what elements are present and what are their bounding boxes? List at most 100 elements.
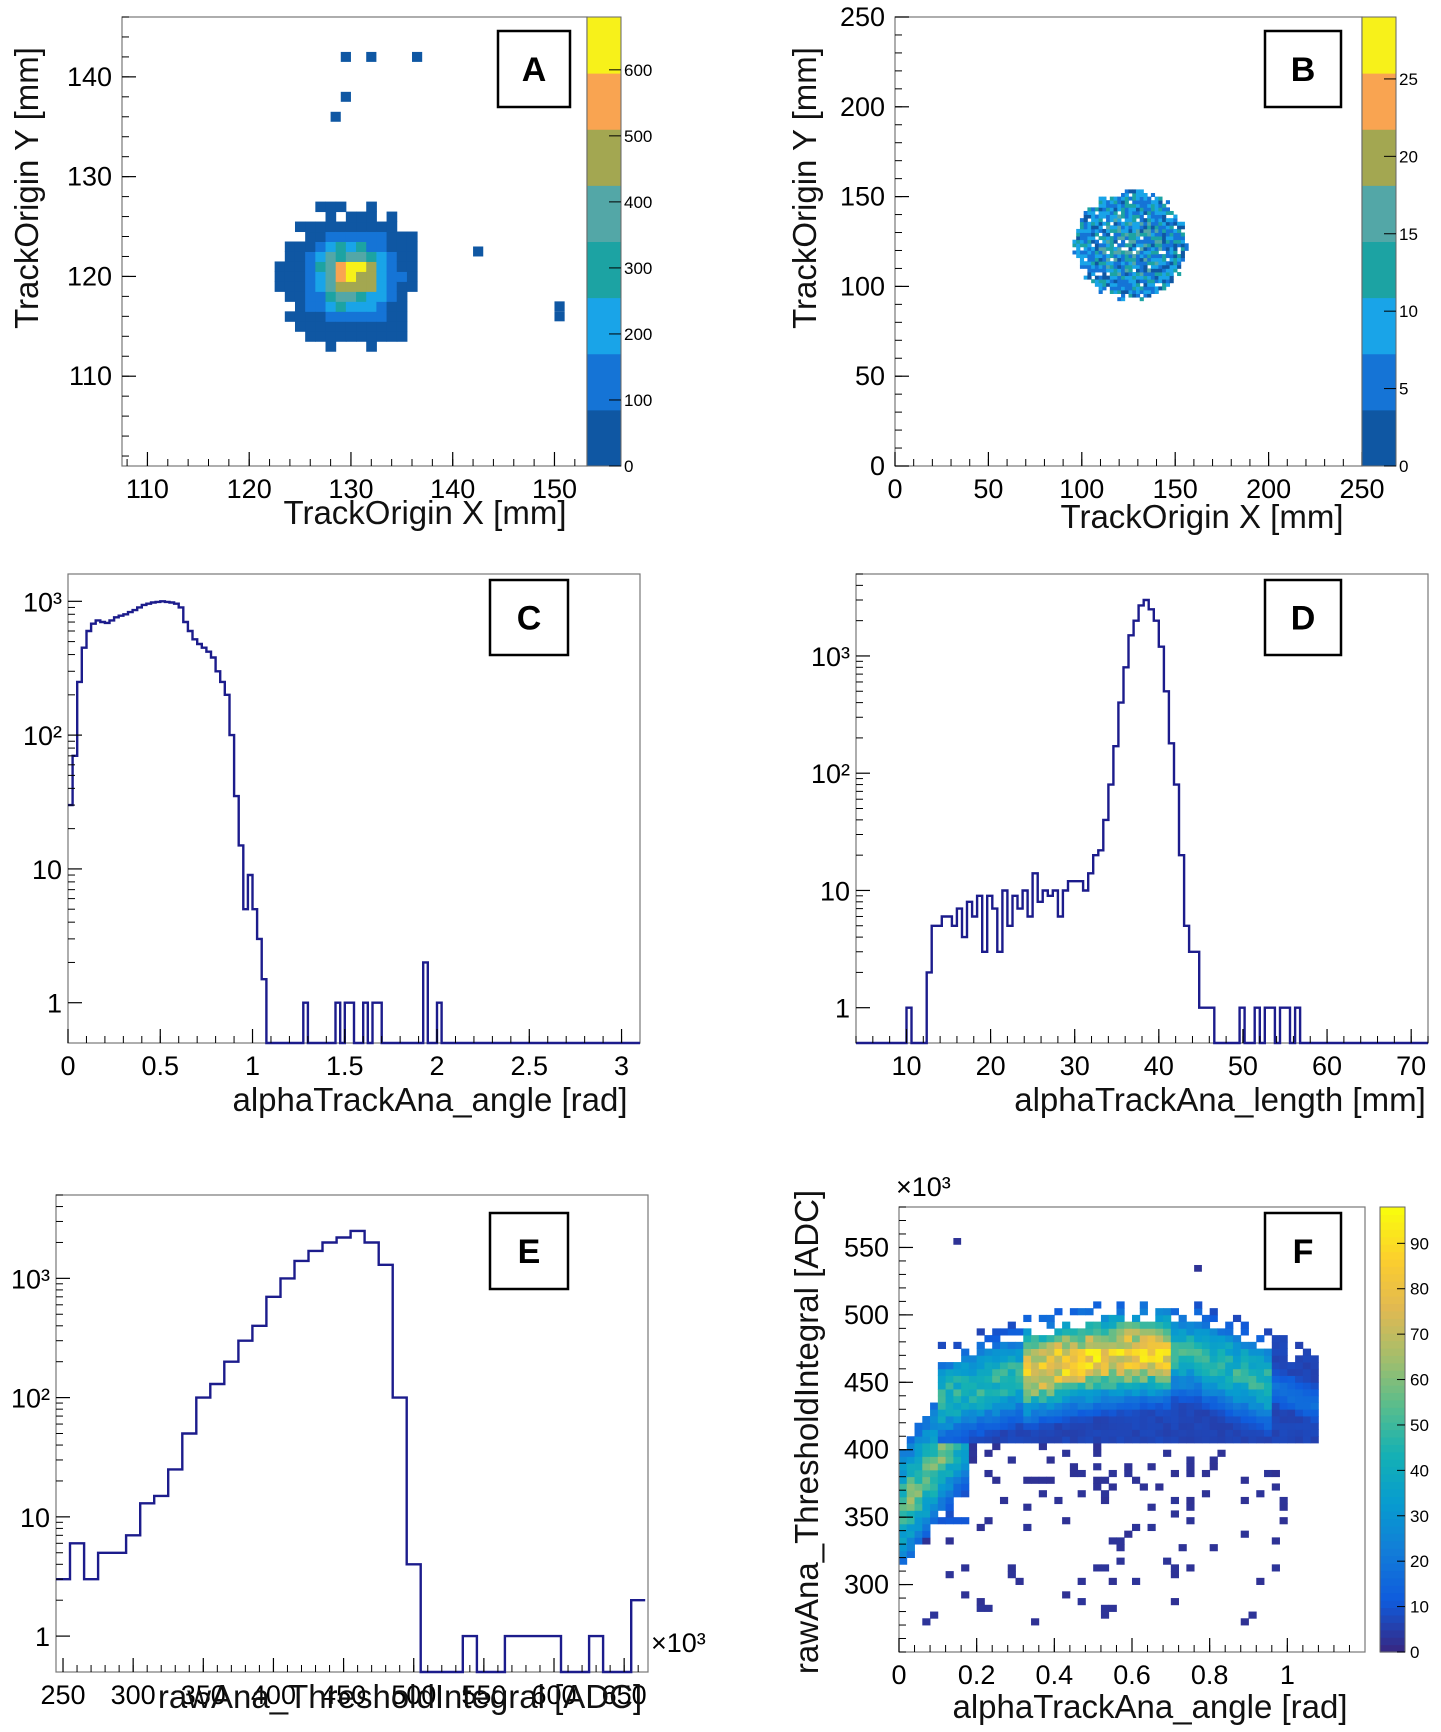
heatmap-cell (1124, 1409, 1133, 1417)
heatmap-cell (1248, 1355, 1257, 1363)
heatmap-cell (953, 1517, 962, 1525)
heatmap-cell (1139, 1375, 1148, 1383)
heatmap-cell (1108, 1328, 1117, 1336)
heatmap-cell (914, 1436, 923, 1444)
heatmap-cell (1271, 1429, 1280, 1437)
heatmap-cell (1147, 243, 1152, 248)
heatmap-cell (1085, 1422, 1094, 1430)
heatmap-cell (1062, 1416, 1071, 1424)
histogram-line (68, 600, 640, 1045)
heatmap-cell (335, 271, 347, 282)
heatmap-cell (1031, 1476, 1040, 1484)
heatmap-cell (1170, 1571, 1179, 1579)
heatmap-cell (1135, 293, 1141, 298)
heatmap-cell (1031, 1436, 1040, 1444)
heatmap-cell (1154, 264, 1159, 269)
heatmap-cell (1015, 1375, 1024, 1383)
heatmap-cell (1170, 1368, 1179, 1376)
heatmap-cell (1100, 1436, 1110, 1444)
panel-B: 0 50 100 150 200 2500501001502002500510152025… (786, 2, 1418, 535)
heatmap-cell (899, 1469, 908, 1478)
heatmap-cell (1069, 1422, 1079, 1430)
heatmap-cell (1162, 225, 1167, 230)
heatmap-cell (366, 311, 377, 322)
heatmap-cell (1116, 1368, 1125, 1376)
heatmap-cell (1256, 1402, 1265, 1410)
heatmap-cell (1163, 1429, 1172, 1437)
heatmap-cell (1109, 282, 1114, 287)
heatmap-cell (1248, 1402, 1257, 1410)
heatmap-cell (1023, 1314, 1032, 1323)
heatmap-cell (1108, 1395, 1117, 1403)
heatmap-cell (1015, 1577, 1024, 1585)
heatmap-cell (976, 1402, 985, 1410)
heatmap-cell (1135, 264, 1141, 269)
heatmap-cell (1098, 203, 1103, 208)
heatmap-cell (1046, 1456, 1055, 1464)
heatmap-cell (1186, 1469, 1195, 1478)
heatmap-cell (1169, 225, 1174, 230)
heatmap-cell (1062, 1429, 1071, 1437)
heatmap-cell (1117, 243, 1122, 248)
heatmap-cell (1116, 1416, 1125, 1424)
heatmap-cell (1109, 275, 1114, 280)
heatmap-cell (1094, 261, 1100, 266)
heatmap-cell (1143, 218, 1148, 223)
heatmap-cell (914, 1449, 923, 1457)
heatmap-cell (1113, 218, 1118, 223)
heatmap-cell (1046, 1375, 1055, 1383)
heatmap-cell (1132, 1341, 1141, 1349)
heatmap-cell (1147, 1416, 1156, 1424)
heatmap-cell (1194, 1321, 1203, 1329)
heatmap-cell (1069, 1375, 1079, 1383)
heatmap-cell (1113, 272, 1118, 277)
heatmap-cell (1038, 1362, 1047, 1370)
heatmap-cell (345, 291, 357, 302)
heatmap-cell (274, 261, 286, 272)
heatmap-cell (1173, 232, 1178, 237)
heatmap-cell (1154, 250, 1159, 255)
heatmap-cell (930, 1463, 939, 1471)
heatmap-cell (1113, 264, 1118, 269)
heatmap-cell (914, 1456, 923, 1464)
heatmap-cell (1155, 1348, 1164, 1356)
heatmap-cell (1117, 225, 1122, 230)
heatmap-cell (922, 1449, 931, 1457)
heatmap-cell (1132, 243, 1137, 248)
heatmap-cell (1015, 1395, 1024, 1403)
heatmap-cell (1209, 1382, 1218, 1390)
heatmap-cell (396, 291, 408, 302)
heatmap-cell (406, 261, 418, 272)
heatmap-cell (1124, 1341, 1133, 1349)
heatmap-cell (1186, 1389, 1195, 1397)
heatmap-cell (945, 1503, 954, 1511)
x-tick-label: 500 (391, 1680, 436, 1710)
heatmap-cell (366, 241, 377, 252)
heatmap-cell (1098, 254, 1103, 259)
colorbar-segment (1380, 1511, 1405, 1520)
heatmap-cell (1093, 1341, 1102, 1349)
x-tick-label: 2.5 (511, 1051, 549, 1081)
heatmap-cell (1128, 282, 1133, 287)
heatmap-cell (1007, 1436, 1016, 1444)
heatmap-cell (906, 1436, 915, 1444)
heatmap-cell (1124, 210, 1129, 215)
heatmap-cell (1046, 1348, 1055, 1356)
heatmap-cell (1201, 1328, 1211, 1336)
x-tick-label: 450 (321, 1680, 366, 1710)
heatmap-cell (396, 331, 408, 342)
heatmap-cell (1124, 261, 1129, 266)
heatmap-cell (1178, 1362, 1187, 1370)
heatmap-cell (899, 1496, 908, 1505)
heatmap-cell (1093, 1335, 1102, 1343)
heatmap-cell (1031, 1375, 1040, 1383)
heatmap-cell (1178, 1335, 1187, 1343)
colorbar-segment (1380, 1251, 1405, 1260)
colorbar-segment (587, 185, 621, 242)
y-tick-label: 0 (870, 451, 885, 481)
heatmap-cell (1128, 196, 1133, 201)
heatmap-cell (1023, 1429, 1032, 1437)
heatmap-cell (1271, 1382, 1280, 1390)
heatmap-cell (325, 211, 337, 223)
x-tick-label: 40 (1144, 1051, 1174, 1081)
